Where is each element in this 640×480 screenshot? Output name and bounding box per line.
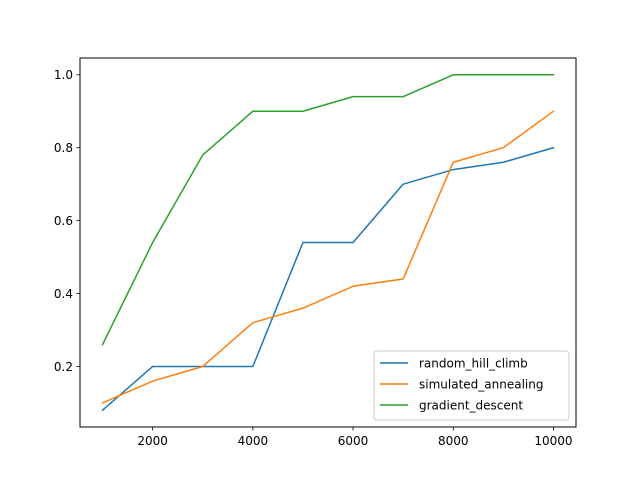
y-axis: 0.2 0.4 0.6 0.8 1.0 [54,68,80,374]
legend-label-gradient_descent: gradient_descent [419,398,523,412]
plot-frame [79,57,577,428]
x-tick-label: 6000 [338,434,369,448]
legend-label-simulated_annealing: simulated_annealing [419,377,543,391]
x-tick-label: 10000 [534,434,572,448]
legend-box [373,350,570,421]
y-tick-label: 0.2 [54,360,73,374]
series-line-gradient_descent [101,74,555,346]
y-tick-label: 1.0 [54,68,73,82]
series-layer [101,74,555,412]
y-tick-label: 0.4 [54,287,73,301]
series-line-random_hill_climb [101,146,555,412]
legend-label-random_hill_climb: random_hill_climb [419,356,528,370]
y-tick-label: 0.8 [54,141,73,155]
x-tick-label: 2000 [137,434,168,448]
y-tick-label: 0.6 [54,214,73,228]
x-axis: 2000 4000 6000 8000 10000 [137,427,573,448]
x-tick-label: 8000 [438,434,469,448]
legend: random_hill_climb simulated_annealinggrad… [373,350,570,421]
series-line-simulated_annealing [101,110,555,404]
x-tick-label: 4000 [238,434,269,448]
